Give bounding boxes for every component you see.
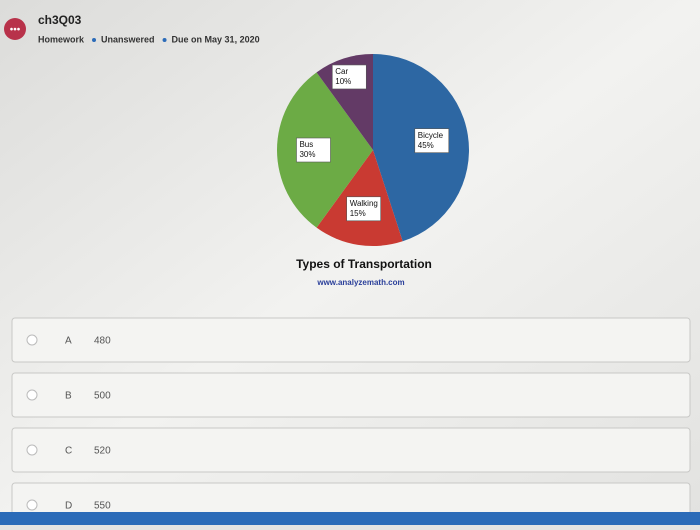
slice-label-name: Bicycle [418,131,444,140]
app-icon [4,18,26,40]
radio-button[interactable] [26,444,38,456]
slice-label-value: 30% [299,150,315,159]
slice-label-value: 15% [350,209,366,218]
slice-label-box [296,137,331,163]
chart-title: Types of Transportation [296,257,432,271]
slice-label-value: 10% [335,77,351,86]
option-letter: A [65,336,72,347]
meta-item: Unanswered [101,34,155,44]
slice-label-name: Walking [350,199,378,208]
slice-label-value: 45% [418,141,434,150]
chart-subtitle: www.analyzemath.com [316,278,404,287]
answer-option[interactable] [11,372,691,418]
slice-label-box [414,128,450,153]
slice-label-name: Car [335,67,348,76]
meta-item: Homework [38,34,85,44]
answer-option[interactable] [11,317,691,363]
radio-button[interactable] [26,389,38,401]
slice-label-name: Bus [299,140,313,149]
meta-separator [162,38,167,42]
option-text: 520 [94,446,111,457]
question-title: ch3Q03 [38,13,82,27]
slice-label-box [331,64,367,90]
option-letter: D [65,501,72,512]
option-letter: B [65,391,72,402]
meta-item: Due on May 31, 2020 [172,34,260,44]
meta-separator [92,38,97,42]
slice-label-box [346,196,381,222]
option-letter: C [65,446,72,457]
option-text: 550 [94,501,111,512]
radio-button[interactable] [26,334,38,346]
answer-option[interactable] [11,427,691,473]
bottom-bar [0,512,700,525]
app-icon-dots: ••• [10,25,21,36]
radio-button[interactable] [26,499,38,511]
option-text: 480 [94,336,111,347]
option-text: 500 [94,391,111,402]
